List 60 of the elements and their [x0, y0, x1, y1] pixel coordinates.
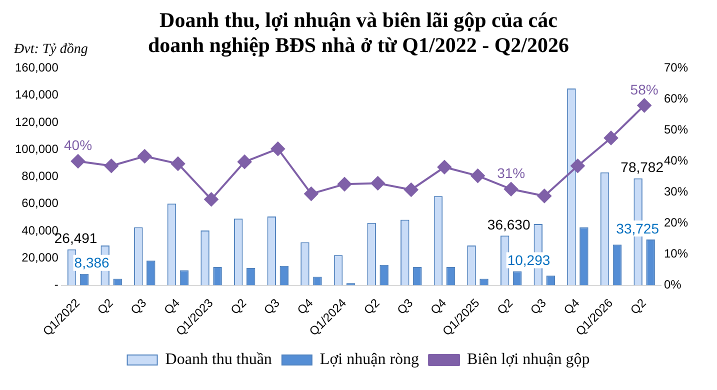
legend-label: Biên lợi nhuận gộp [467, 351, 590, 368]
point [404, 182, 418, 197]
data-label: 8,386 [74, 254, 110, 271]
x-tick-label: Q2 [228, 296, 250, 318]
point [338, 177, 352, 192]
data-label: 58% [630, 81, 658, 98]
y-tick-label: - [54, 278, 58, 292]
y-tick-label: 60,000 [22, 196, 59, 210]
x-tick-label: Q3 [261, 296, 283, 318]
data-label: 40% [64, 137, 92, 154]
point [304, 186, 318, 201]
text: Đvt: Tỷ đồng [14, 42, 88, 58]
point [537, 188, 552, 203]
y2-tick-label: 30% [664, 184, 688, 199]
y-tick-label: 100,000 [14, 142, 59, 156]
point [637, 98, 652, 112]
y2-tick-label: 0% [664, 278, 682, 292]
point [504, 182, 518, 196]
x-tick-label: Q4 [428, 296, 450, 318]
x-tick-label: Q3 [394, 296, 416, 318]
point [204, 192, 218, 206]
point [604, 130, 618, 145]
chart-title: Doanh thu, lợi nhuận và biên lãi gộp của các doanh nghiệp BĐS nhà ở từ Q1/2022 - Q2/2026 [147, 8, 570, 58]
point [370, 176, 385, 190]
x-tick-label: Q2 [628, 296, 650, 318]
data-label: 78,782 [620, 159, 664, 176]
x-tick-label: Q3 [128, 296, 150, 318]
legend-label: Doanh thu thuần [165, 351, 272, 368]
y2-tick-label: 70% [664, 60, 688, 75]
y2-tick-label: 60% [664, 92, 688, 106]
y-tick-label: 20,000 [22, 250, 59, 264]
y-tick-label: 80,000 [22, 169, 59, 184]
y-tick-label: 120,000 [14, 114, 59, 129]
data-label: 10,293 [507, 252, 550, 268]
x-tick-label: Q4 [294, 296, 316, 318]
y2-tick-label: 10% [664, 246, 688, 261]
point [71, 154, 86, 168]
x-tick-label: Q3 [528, 296, 550, 318]
point [104, 158, 118, 173]
x-tick-label: Q4 [161, 296, 183, 318]
point [270, 142, 285, 156]
x-tick-label: Q2 [494, 296, 516, 318]
point [437, 160, 452, 174]
point [570, 158, 585, 173]
data-label: 36,630 [487, 216, 530, 232]
y-tick-label: 140,000 [14, 88, 59, 102]
point [238, 154, 252, 169]
y2-tick-label: 40% [664, 154, 688, 168]
y-tick-label: 160,000 [14, 60, 59, 75]
legend-label: Lợi nhuận ròng [320, 351, 420, 368]
x-tick-label: Q2 [361, 296, 383, 318]
data-label: 31% [497, 164, 526, 181]
data-label: 33,725 [616, 220, 660, 236]
y2-tick-label: 20% [664, 216, 688, 230]
point [138, 149, 152, 164]
x-tick-label: Q2 [94, 296, 116, 318]
point [470, 168, 485, 183]
x-tick-label: Q4 [560, 296, 582, 318]
y2-tick-label: 50% [664, 122, 688, 137]
point [170, 156, 185, 171]
